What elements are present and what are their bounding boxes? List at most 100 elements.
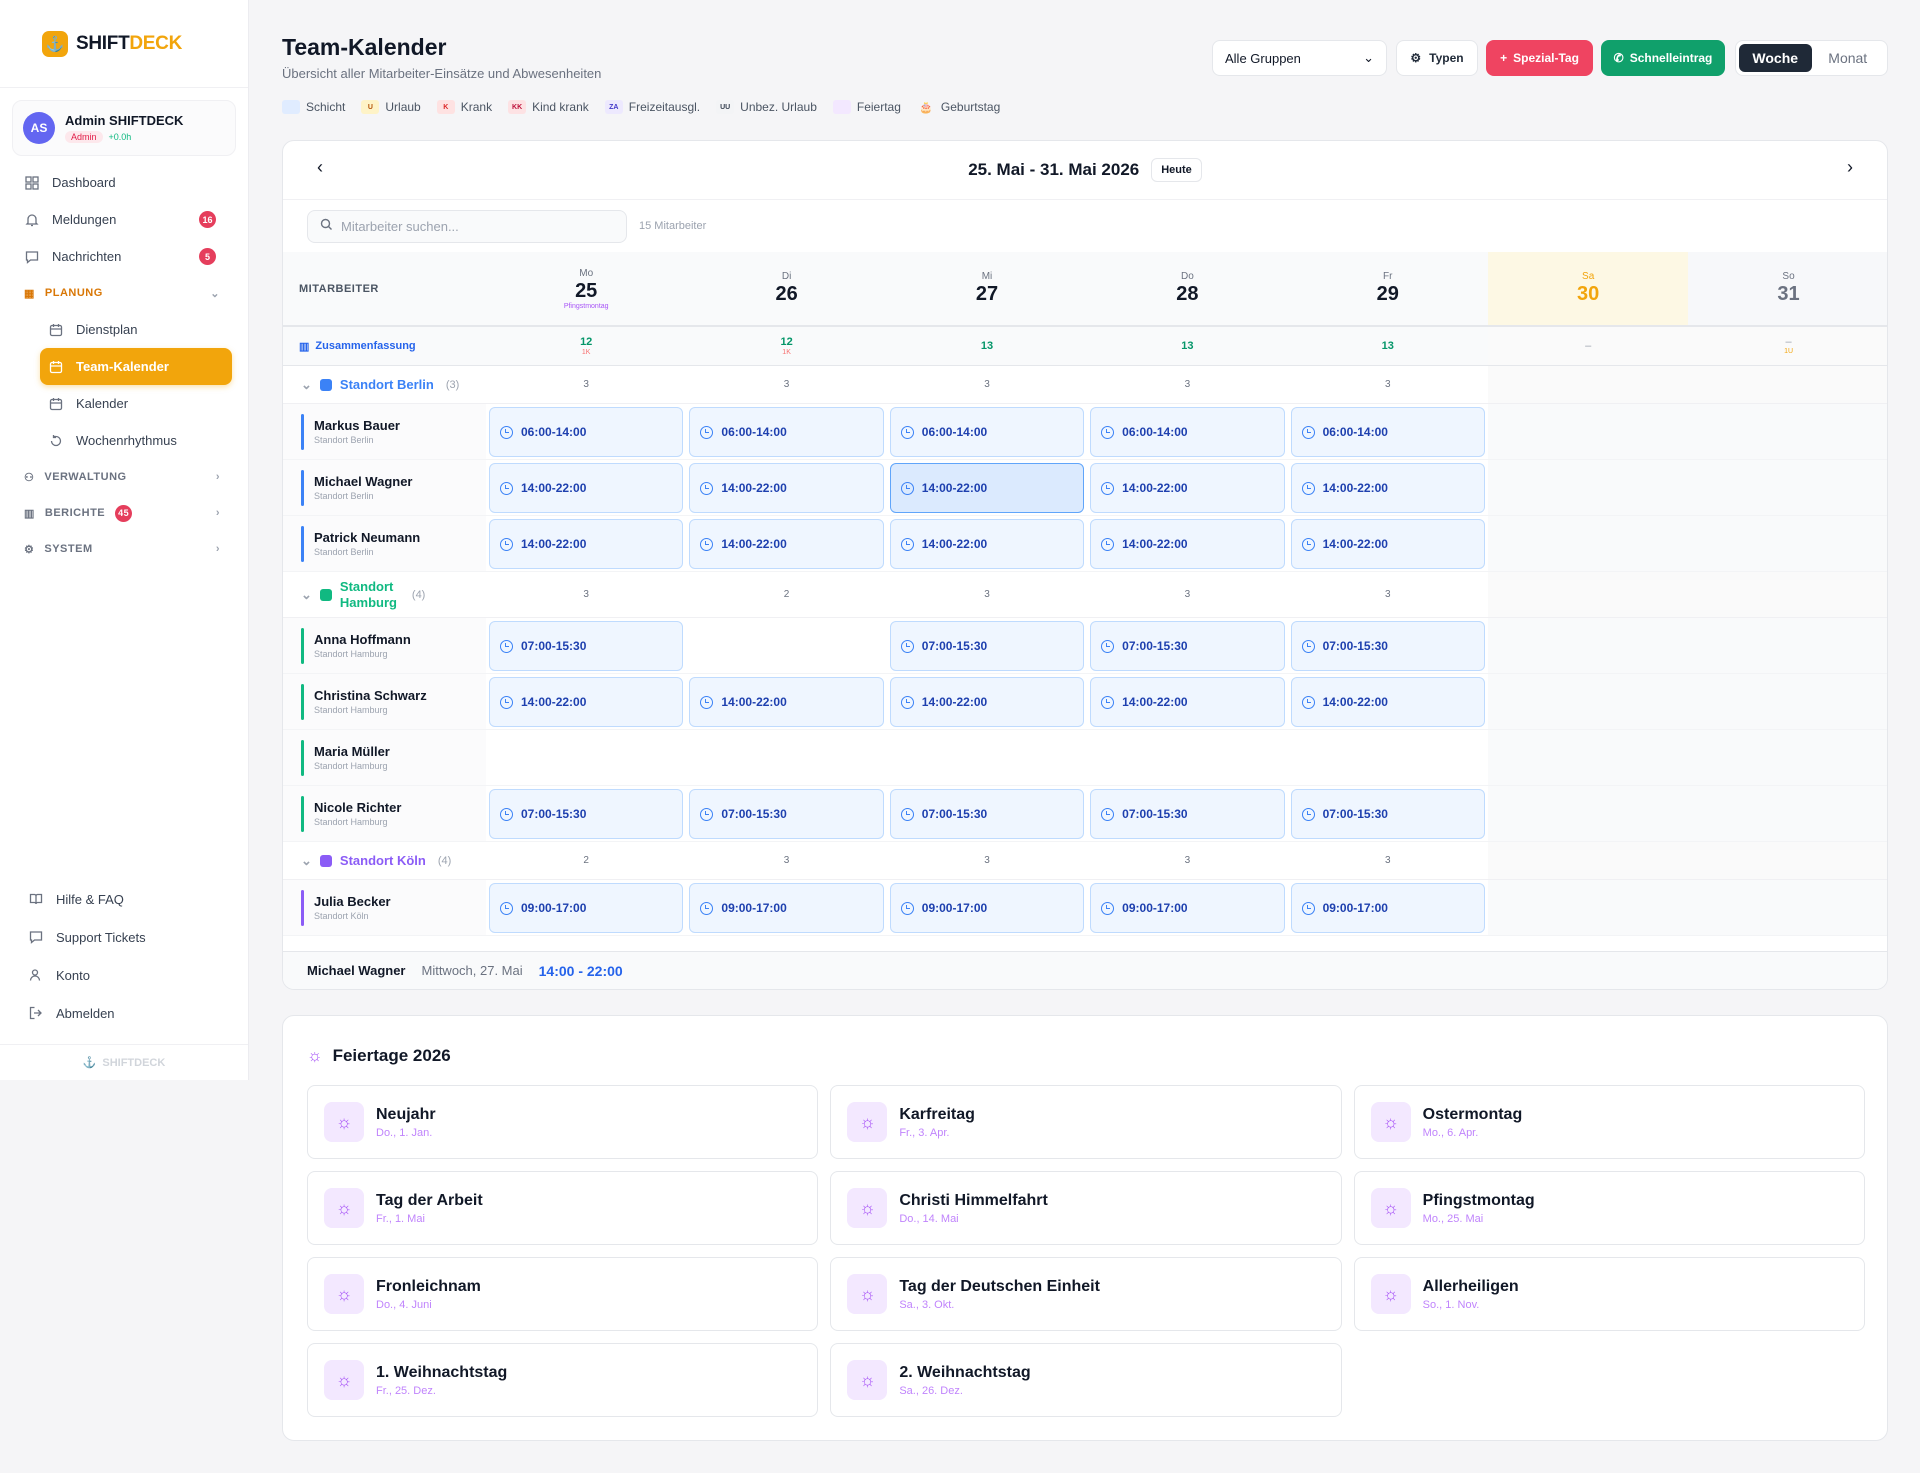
shift-block[interactable]: 09:00-17:00 bbox=[1290, 883, 1485, 933]
view-woche[interactable]: Woche bbox=[1739, 44, 1812, 72]
chevron-left-icon[interactable]: ‹ bbox=[317, 157, 323, 177]
day-cell[interactable]: 14:00-22:00 bbox=[486, 516, 686, 571]
day-cell[interactable]: 14:00-22:00 bbox=[686, 460, 886, 515]
shift-block[interactable]: 14:00-22:00 bbox=[689, 463, 884, 513]
shift-block[interactable]: 07:00-15:30 bbox=[689, 789, 884, 839]
holiday-card[interactable]: ☼ 2. Weihnachtstag Sa., 26. Dez. bbox=[830, 1343, 1342, 1417]
group-label[interactable]: ⌄ Standort Berlin (3) bbox=[283, 366, 486, 403]
shift-block[interactable]: 07:00-15:30 bbox=[889, 789, 1085, 839]
shift-block[interactable]: 06:00-14:00 bbox=[489, 407, 684, 457]
day-cell[interactable]: 07:00-15:30 bbox=[1087, 786, 1287, 841]
shift-block[interactable]: 06:00-14:00 bbox=[1090, 407, 1285, 457]
shift-block[interactable]: 14:00-22:00 bbox=[889, 677, 1085, 727]
employee-cell[interactable]: Julia Becker Standort Köln bbox=[283, 880, 486, 935]
day-cell[interactable] bbox=[887, 730, 1087, 785]
holiday-card[interactable]: ☼ Tag der Deutschen Einheit Sa., 3. Okt. bbox=[830, 1257, 1342, 1331]
shift-block[interactable]: 07:00-15:30 bbox=[1290, 621, 1485, 671]
day-cell[interactable] bbox=[1487, 786, 1689, 841]
nav-kalender[interactable]: Kalender bbox=[40, 385, 232, 422]
search-input[interactable]: Mitarbeiter suchen... bbox=[307, 209, 627, 243]
user-card[interactable]: AS Admin SHIFTDECK Admin +0.0h bbox=[12, 100, 236, 156]
view-monat[interactable]: Monat bbox=[1828, 50, 1868, 66]
day-cell[interactable]: 14:00-22:00 bbox=[686, 516, 886, 571]
nav-support[interactable]: Support Tickets bbox=[20, 918, 228, 956]
shift-block[interactable]: 06:00-14:00 bbox=[689, 407, 884, 457]
shift-block[interactable]: 14:00-22:00 bbox=[1290, 463, 1485, 513]
shift-block[interactable]: 14:00-22:00 bbox=[1090, 677, 1285, 727]
summary-label[interactable]: ▥ Zusammenfassung bbox=[283, 327, 486, 365]
day-cell[interactable]: 07:00-15:30 bbox=[1087, 618, 1287, 673]
day-cell[interactable]: 09:00-17:00 bbox=[486, 880, 686, 935]
holiday-card[interactable]: ☼ Karfreitag Fr., 3. Apr. bbox=[830, 1085, 1342, 1159]
day-cell[interactable] bbox=[1688, 880, 1887, 935]
day-cell[interactable]: 09:00-17:00 bbox=[1288, 880, 1488, 935]
day-cell[interactable]: 07:00-15:30 bbox=[887, 618, 1087, 673]
day-cell[interactable] bbox=[1487, 404, 1689, 459]
group-label[interactable]: ⌄ Standort Hamburg (4) bbox=[283, 572, 486, 617]
day-cell[interactable] bbox=[1487, 516, 1689, 571]
day-cell[interactable]: 14:00-22:00 bbox=[887, 460, 1087, 515]
shift-block[interactable]: 14:00-22:00 bbox=[489, 463, 684, 513]
holiday-card[interactable]: ☼ Ostermontag Mo., 6. Apr. bbox=[1353, 1085, 1865, 1159]
day-cell[interactable] bbox=[1688, 618, 1887, 673]
employee-cell[interactable]: Nicole Richter Standort Hamburg bbox=[283, 786, 486, 841]
nav-dienstplan[interactable]: Dienstplan bbox=[40, 311, 232, 348]
chevron-down-icon[interactable]: ⌄ bbox=[301, 852, 312, 868]
day-cell[interactable]: 07:00-15:30 bbox=[486, 786, 686, 841]
day-cell[interactable] bbox=[686, 618, 886, 673]
shift-block[interactable]: 07:00-15:30 bbox=[1090, 621, 1285, 671]
chevron-right-icon[interactable]: › bbox=[1847, 157, 1853, 177]
holiday-card[interactable]: ☼ Neujahr Do., 1. Jan. bbox=[307, 1085, 819, 1159]
typen-button[interactable]: ⚙ Typen bbox=[1396, 40, 1478, 76]
shift-block[interactable]: 14:00-22:00 bbox=[1090, 463, 1285, 513]
spezial-tag-button[interactable]: + Spezial-Tag bbox=[1486, 40, 1593, 76]
section-verwaltung[interactable]: ⚇ VERWALTUNG › bbox=[16, 459, 232, 495]
day-cell[interactable]: 14:00-22:00 bbox=[486, 674, 686, 729]
nav-abmelden[interactable]: Abmelden bbox=[20, 994, 228, 1032]
group-label[interactable]: ⌄ Standort Köln (4) bbox=[283, 842, 486, 879]
day-cell[interactable] bbox=[1688, 786, 1887, 841]
day-cell[interactable]: 14:00-22:00 bbox=[1288, 460, 1488, 515]
section-planung[interactable]: ▦ PLANUNG ⌄ bbox=[16, 275, 232, 311]
day-cell[interactable]: 07:00-15:30 bbox=[887, 786, 1087, 841]
schnelleintrag-button[interactable]: ✆ Schnelleintrag bbox=[1601, 40, 1725, 76]
today-button[interactable]: Heute bbox=[1151, 158, 1202, 182]
day-cell[interactable] bbox=[1487, 618, 1689, 673]
shift-block[interactable]: 14:00-22:00 bbox=[889, 463, 1085, 513]
holiday-card[interactable]: ☼ Christi Himmelfahrt Do., 14. Mai bbox=[830, 1171, 1342, 1245]
shift-block[interactable]: 09:00-17:00 bbox=[489, 883, 684, 933]
employee-cell[interactable]: Patrick Neumann Standort Berlin bbox=[283, 516, 486, 571]
day-cell[interactable]: 06:00-14:00 bbox=[686, 404, 886, 459]
chevron-down-icon[interactable]: ⌄ bbox=[301, 586, 312, 602]
day-cell[interactable]: 14:00-22:00 bbox=[686, 674, 886, 729]
shift-block[interactable]: 09:00-17:00 bbox=[1090, 883, 1285, 933]
shift-block[interactable]: 14:00-22:00 bbox=[889, 519, 1085, 569]
day-cell[interactable] bbox=[1688, 516, 1887, 571]
shift-block[interactable]: 14:00-22:00 bbox=[1290, 677, 1485, 727]
day-cell[interactable]: 06:00-14:00 bbox=[1087, 404, 1287, 459]
shift-block[interactable]: 09:00-17:00 bbox=[889, 883, 1085, 933]
employee-cell[interactable]: Maria Müller Standort Hamburg bbox=[283, 730, 486, 785]
day-cell[interactable]: 14:00-22:00 bbox=[1087, 460, 1287, 515]
nav-wochenrhythmus[interactable]: Wochenrhythmus bbox=[40, 422, 232, 459]
day-cell[interactable]: 07:00-15:30 bbox=[686, 786, 886, 841]
shift-block[interactable]: 07:00-15:30 bbox=[1290, 789, 1485, 839]
day-cell[interactable] bbox=[1688, 674, 1887, 729]
holiday-card[interactable]: ☼ Allerheiligen So., 1. Nov. bbox=[1353, 1257, 1865, 1331]
nav-dashboard[interactable]: Dashboard bbox=[16, 164, 232, 201]
day-cell[interactable] bbox=[1487, 460, 1689, 515]
day-cell[interactable]: 09:00-17:00 bbox=[686, 880, 886, 935]
day-cell[interactable] bbox=[1688, 404, 1887, 459]
shift-block[interactable]: 07:00-15:30 bbox=[889, 621, 1085, 671]
shift-block[interactable]: 14:00-22:00 bbox=[689, 677, 884, 727]
shift-block[interactable]: 14:00-22:00 bbox=[689, 519, 884, 569]
nav-konto[interactable]: Konto bbox=[20, 956, 228, 994]
day-cell[interactable] bbox=[1487, 880, 1689, 935]
shift-block[interactable]: 06:00-14:00 bbox=[889, 407, 1085, 457]
day-cell[interactable]: 07:00-15:30 bbox=[1288, 786, 1488, 841]
day-cell[interactable] bbox=[1487, 674, 1689, 729]
shift-block[interactable]: 14:00-22:00 bbox=[1090, 519, 1285, 569]
day-cell[interactable]: 14:00-22:00 bbox=[1288, 674, 1488, 729]
day-cell[interactable]: 09:00-17:00 bbox=[1087, 880, 1287, 935]
nav-nachrichten[interactable]: Nachrichten 5 bbox=[16, 238, 232, 275]
